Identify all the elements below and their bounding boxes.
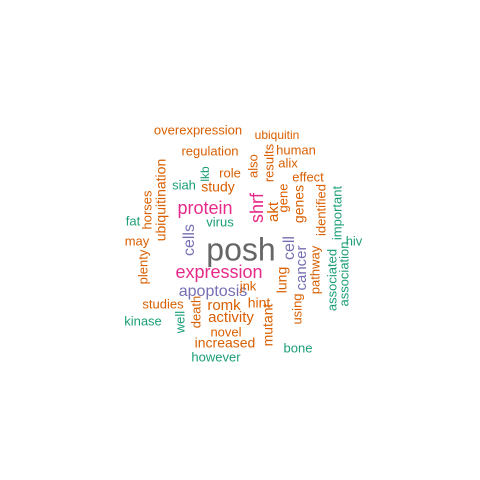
cloud-word-gene: gene bbox=[275, 184, 290, 213]
cloud-word-also: also bbox=[245, 154, 260, 178]
cloud-word-lkb: lkb bbox=[198, 166, 212, 182]
cloud-word-ubiquitin: ubiquitin bbox=[255, 128, 300, 142]
cloud-word-akt: akt bbox=[265, 201, 282, 222]
cloud-word-hiv: hiv bbox=[346, 233, 363, 248]
cloud-word-identified: identified bbox=[313, 184, 328, 236]
cloud-word-ubiquitination: ubiquitination bbox=[153, 159, 169, 242]
cloud-word-protein: protein bbox=[177, 198, 232, 218]
cloud-word-well: well bbox=[172, 311, 187, 335]
cloud-word-cell: cell bbox=[281, 236, 298, 260]
cloud-word-bone: bone bbox=[284, 340, 313, 355]
cloud-word-apoptosis: apoptosis bbox=[179, 283, 248, 300]
cloud-word-important: important bbox=[329, 186, 344, 241]
cloud-word-regulation: regulation bbox=[181, 143, 238, 158]
cloud-word-activity: activity bbox=[208, 309, 254, 326]
cloud-word-alix: alix bbox=[278, 155, 298, 170]
cloud-word-role: role bbox=[219, 165, 241, 180]
cloud-word-human: human bbox=[276, 142, 316, 157]
cloud-word-kinase: kinase bbox=[124, 313, 162, 328]
cloud-word-novel: novel bbox=[210, 324, 241, 339]
cloud-word-siah: siah bbox=[172, 177, 196, 192]
cloud-word-genes: genes bbox=[291, 185, 307, 223]
cloud-word-lung: lung bbox=[274, 267, 290, 293]
cloud-word-virus: virus bbox=[206, 214, 234, 229]
cloud-word-overexpression: overexpression bbox=[154, 122, 242, 137]
cloud-word-jnk: jnk bbox=[239, 278, 257, 293]
cloud-word-mutant: mutant bbox=[260, 303, 276, 346]
cloud-word-associated: associated bbox=[324, 249, 339, 311]
cloud-word-plenty: plenty bbox=[135, 249, 150, 284]
cloud-word-shrf: shrf bbox=[247, 192, 267, 223]
cloud-word-death: death bbox=[188, 296, 203, 329]
cloud-word-hint: hint bbox=[248, 295, 271, 311]
cloud-word-however: however bbox=[191, 349, 241, 364]
cloud-word-study: study bbox=[201, 179, 234, 195]
cloud-word-using: using bbox=[289, 293, 304, 324]
cloud-word-cells: cells bbox=[181, 224, 198, 256]
cloud-word-fat: fat bbox=[126, 213, 141, 228]
cloud-word-increased: increased bbox=[195, 335, 256, 351]
cloud-word-association: association bbox=[336, 241, 351, 306]
cloud-word-posh: posh bbox=[206, 231, 275, 267]
cloud-word-romk: romk bbox=[207, 297, 241, 314]
cloud-word-expression: expression bbox=[175, 262, 262, 282]
cloud-word-cancer: cancer bbox=[293, 245, 310, 290]
cloud-word-effect: effect bbox=[292, 169, 324, 184]
cloud-word-pathway: pathway bbox=[307, 245, 322, 294]
cloud-word-studies: studies bbox=[142, 296, 184, 311]
cloud-word-may: may bbox=[125, 233, 150, 248]
cloud-word-horses: horses bbox=[139, 190, 154, 230]
cloud-word-results: results bbox=[261, 143, 276, 182]
